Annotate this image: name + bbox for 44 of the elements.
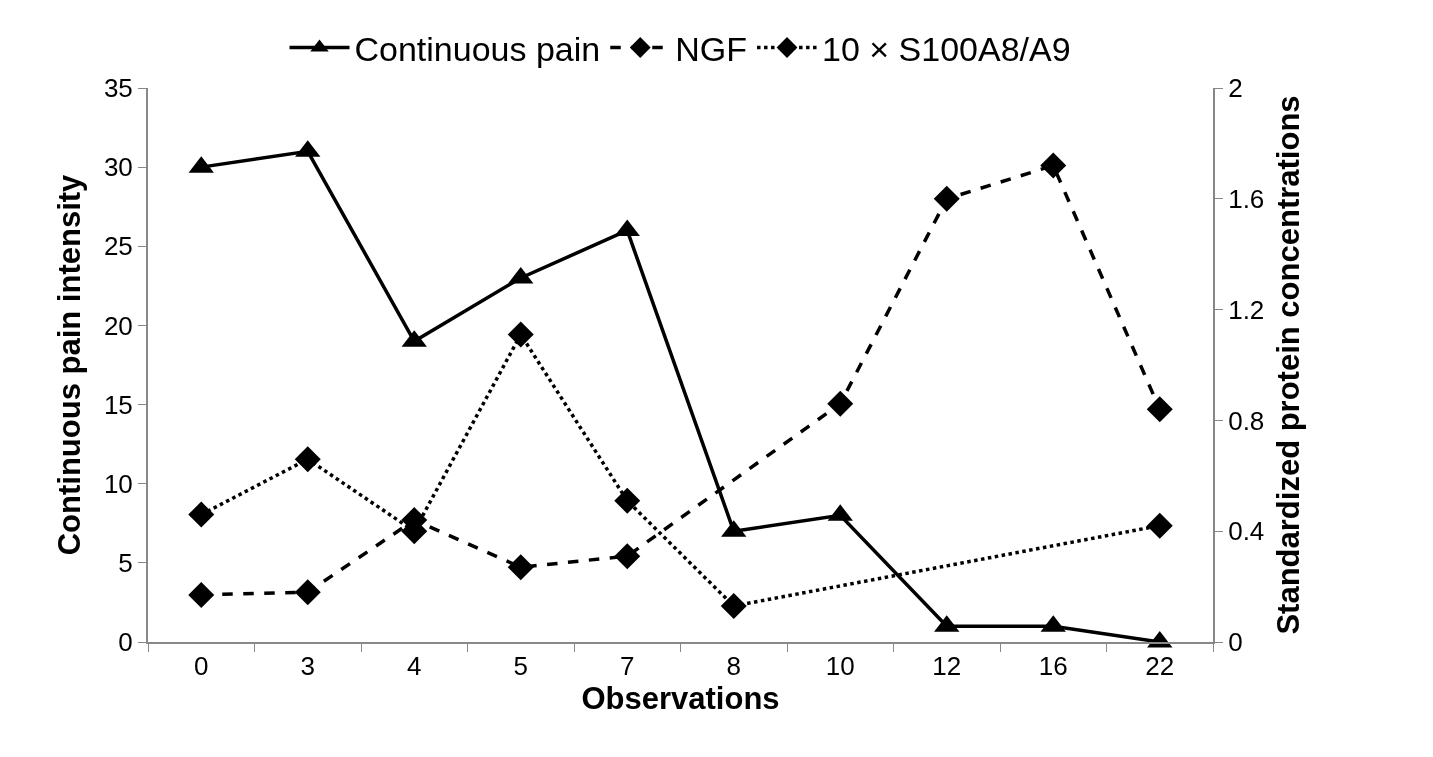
point: [1146, 512, 1173, 539]
y2-tick-label: 0.4: [1228, 516, 1265, 547]
y-tick-label: 0: [118, 627, 133, 658]
y-tick-label: 20: [103, 310, 133, 341]
x-tick-label: 0: [194, 651, 209, 682]
point: [1146, 396, 1173, 423]
x-tick-label: 5: [513, 651, 528, 682]
y-tick-label: 10: [103, 468, 133, 499]
y-axis-title: Continuous pain intensity: [52, 173, 88, 556]
y-tick-label: 5: [118, 547, 133, 578]
x-tick-label: 10: [825, 651, 855, 682]
point: [614, 487, 641, 514]
y2-tick-label: 0.8: [1228, 405, 1265, 436]
x-tick-label: 4: [407, 651, 422, 682]
point: [614, 543, 641, 570]
x-tick-label: 16: [1038, 651, 1068, 682]
point: [827, 390, 854, 417]
point: [507, 554, 534, 581]
y2-tick-label: 2: [1228, 73, 1243, 104]
y-tick-label: 35: [103, 73, 133, 104]
point: [933, 185, 960, 212]
y-tick-label: 25: [103, 231, 133, 262]
x-axis-title: Observations: [581, 681, 780, 717]
y-tick-label: 15: [103, 389, 133, 420]
legend-label: NGF: [675, 29, 748, 68]
y2-axis-title: Standardized protein concentrations: [1271, 95, 1307, 635]
point: [188, 581, 215, 608]
y2-tick-label: 0: [1228, 627, 1243, 658]
point: [1040, 152, 1067, 179]
y2-tick-label: 1.6: [1228, 183, 1265, 214]
legend-label: Continuous pain: [354, 29, 601, 68]
x-tick-label: 22: [1145, 651, 1175, 682]
point: [188, 501, 215, 528]
point: [294, 446, 321, 473]
point: [294, 579, 321, 606]
y-tick-label: 30: [103, 152, 133, 183]
x-tick-label: 3: [300, 651, 315, 682]
legend-label: 10 × S100A8/A9: [822, 29, 1071, 68]
point: [507, 321, 534, 348]
y2-tick-label: 1.2: [1228, 294, 1265, 325]
x-tick-label: 8: [726, 651, 741, 682]
x-tick-label: 7: [620, 651, 635, 682]
point: [720, 592, 747, 619]
x-tick-label: 12: [932, 651, 962, 682]
